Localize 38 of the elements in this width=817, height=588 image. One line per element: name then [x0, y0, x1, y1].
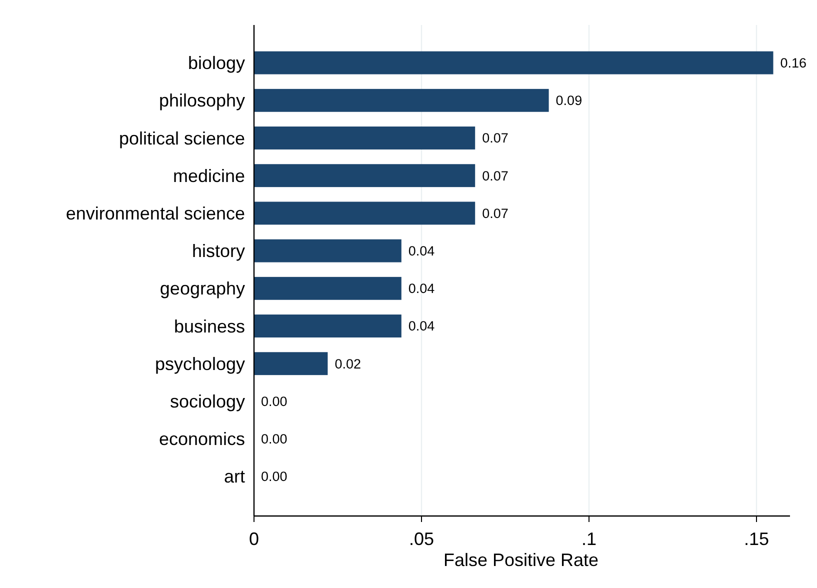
y-tick-label: biology [188, 53, 245, 74]
x-tick-label: .15 [744, 529, 770, 549]
bar [254, 88, 549, 112]
data-label: 0.07 [482, 206, 508, 221]
data-label: 0.07 [482, 168, 508, 184]
data-label: 0.09 [556, 93, 582, 108]
data-label: 0.00 [261, 394, 288, 409]
bar [254, 164, 476, 188]
bar [254, 276, 402, 300]
bar [254, 314, 402, 338]
y-tick-label: medicine [172, 166, 245, 186]
y-tick-label: environmental science [66, 204, 245, 224]
y-tick-label: economics [158, 429, 245, 450]
y-tick-label: sociology [170, 392, 245, 412]
data-label: 0.07 [482, 130, 508, 146]
y-tick-label: political science [118, 128, 245, 148]
bar [254, 239, 402, 262]
data-label: 0.00 [261, 432, 288, 447]
data-label: 0.04 [408, 318, 436, 334]
bar [254, 352, 328, 376]
data-label: 0.04 [408, 244, 436, 259]
y-tick-label: art [224, 466, 245, 487]
bar [254, 202, 476, 225]
y-tick-label: psychology [154, 354, 245, 374]
y-tick-label: business [174, 316, 245, 336]
data-label: 0.00 [261, 469, 288, 484]
x-tick-label: .1 [581, 529, 597, 549]
y-tick-label: history [192, 241, 245, 262]
bar [254, 126, 476, 150]
bar [254, 51, 774, 74]
x-tick-label: .05 [408, 529, 434, 549]
x-axis-title: False Positive Rate [443, 550, 599, 570]
y-tick-label: philosophy [158, 90, 245, 111]
data-label: 0.04 [408, 281, 436, 296]
data-label: 0.02 [334, 356, 361, 372]
x-tick-label: 0 [248, 529, 260, 549]
y-tick-label: geography [160, 278, 245, 299]
data-label: 0.16 [780, 56, 807, 71]
